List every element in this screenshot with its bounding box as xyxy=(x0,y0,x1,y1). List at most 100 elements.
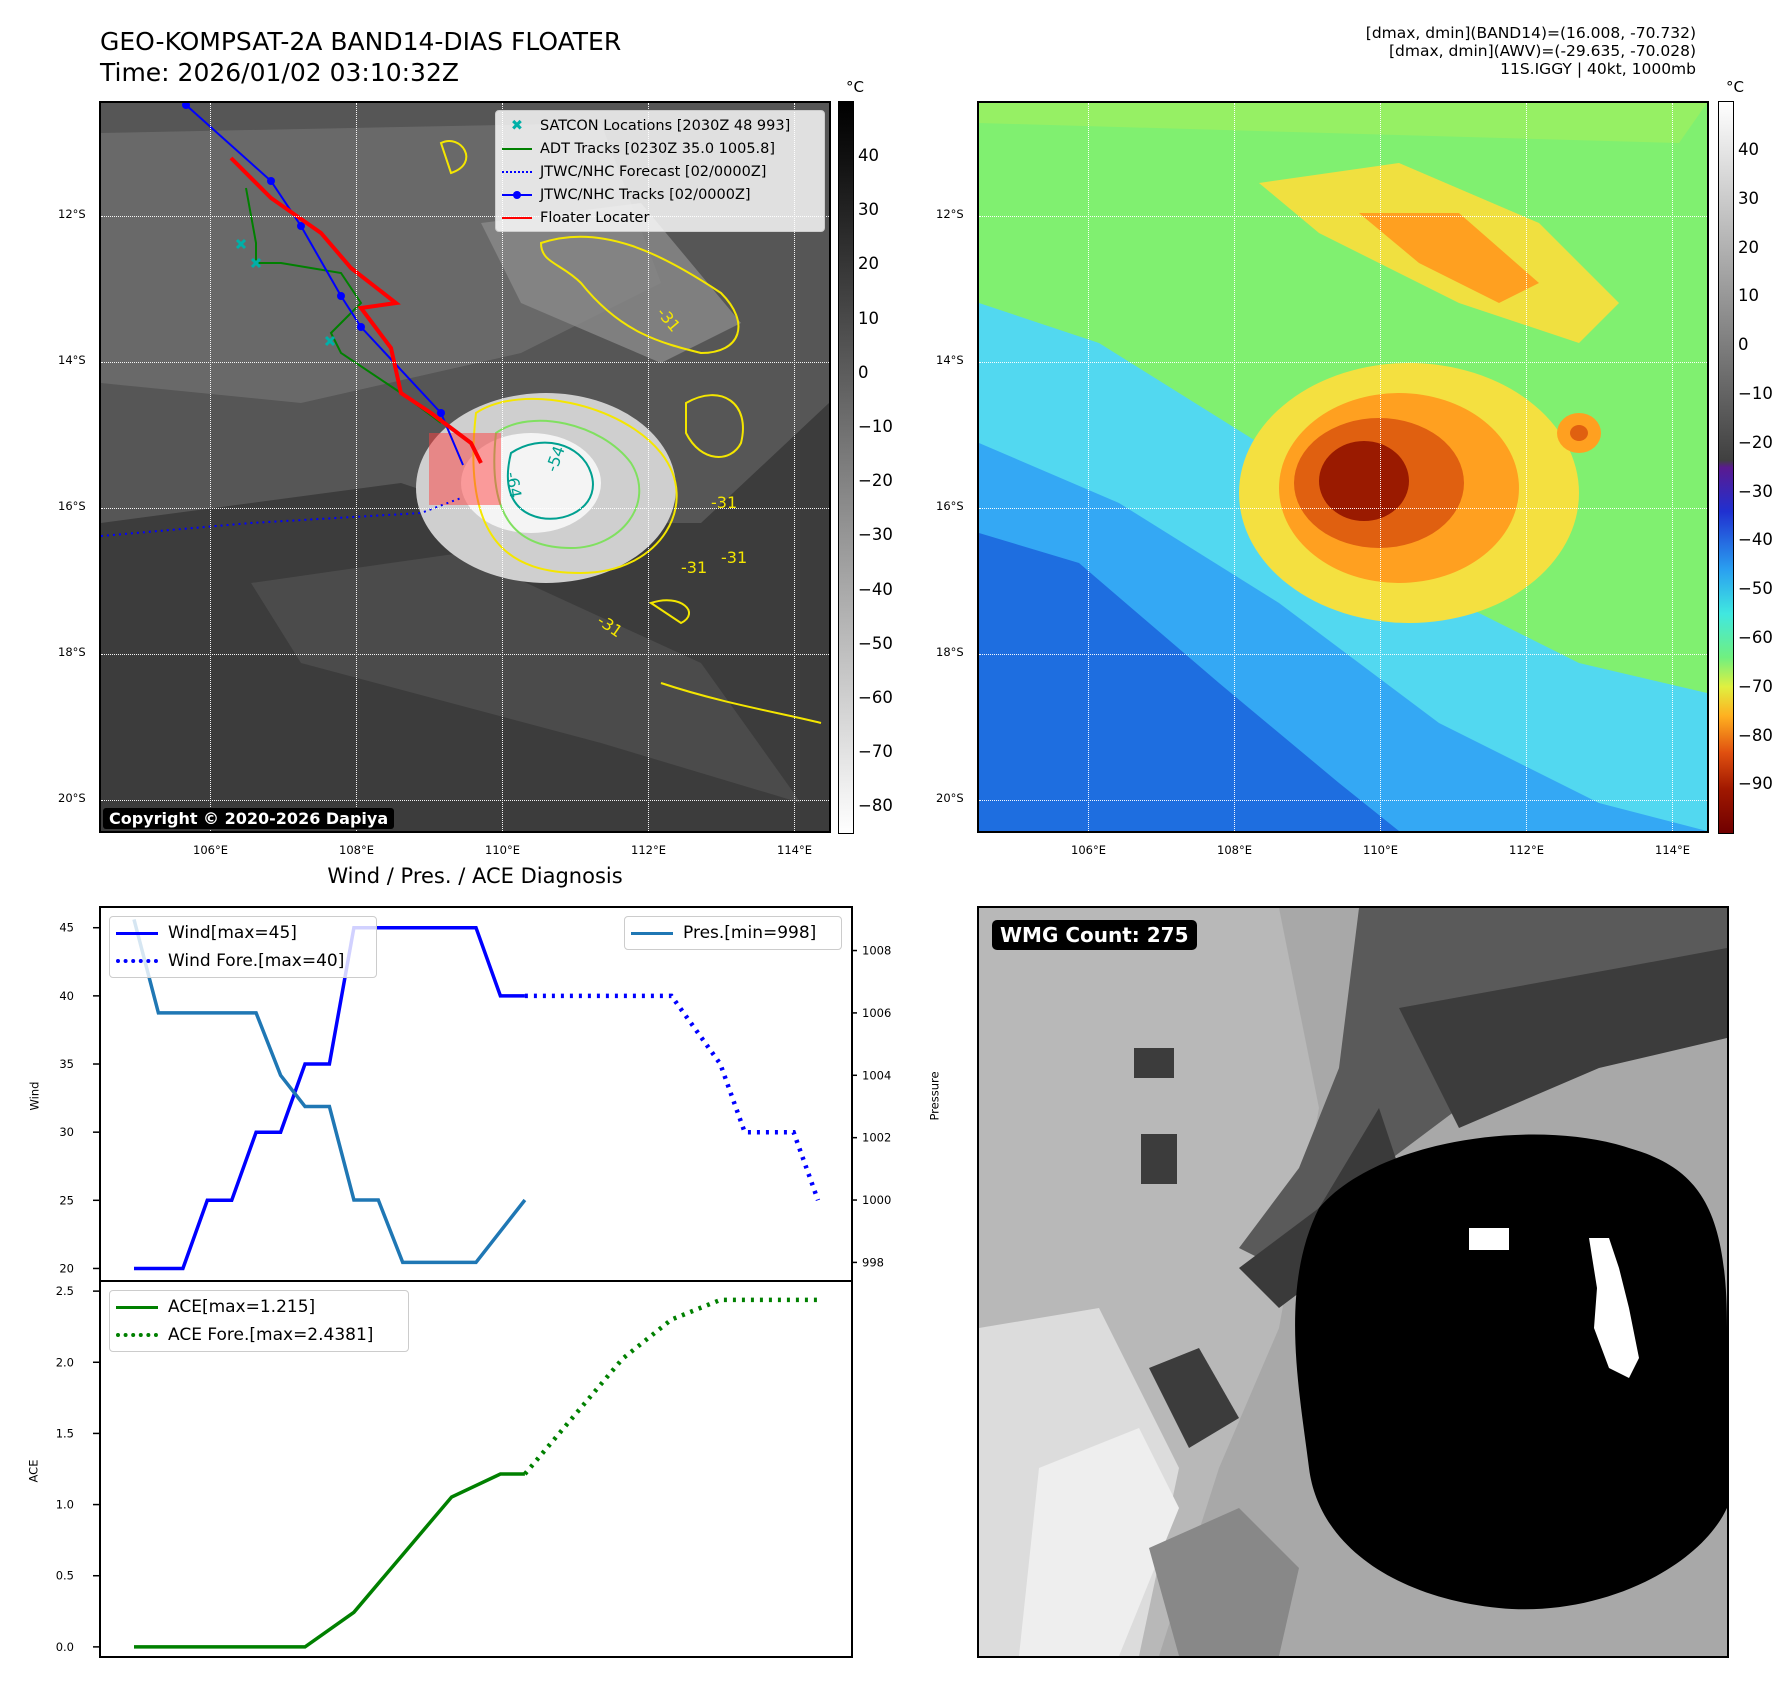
info-line-1: [dmax, dmin](BAND14)=(16.008, -70.732) xyxy=(1365,24,1696,42)
legend-satcon-marker: ✖ xyxy=(510,117,524,134)
ir-grid-lon-114 xyxy=(794,103,795,831)
ir-grid-lon-112 xyxy=(648,103,649,831)
legend-forecast: JTWC/NHC Forecast [02/0000Z] xyxy=(502,160,818,183)
legend-jtwc: JTWC/NHC Tracks [02/0000Z] xyxy=(502,183,818,206)
ace-axis-tick-label-0: 2.5 xyxy=(56,1284,74,1298)
ir-grid-lat-12 xyxy=(101,216,829,217)
wind-axis-tick-label-5: 20 xyxy=(59,1261,74,1275)
wmg-mid-region xyxy=(1149,1508,1299,1656)
contour-minus31-north xyxy=(539,235,740,355)
ir-lat-label-16: 16°S xyxy=(58,499,86,513)
legend-jtwc-label: JTWC/NHC Tracks [02/0000Z] xyxy=(540,186,751,203)
legend-adt-label: ADT Tracks [0230Z 35.0 1005.8] xyxy=(540,140,776,157)
legend-wind-fore-label: Wind Fore.[max=40] xyxy=(168,951,345,971)
ace-forecast-series-line xyxy=(523,1297,818,1476)
legend-floater-line xyxy=(502,216,532,219)
ace-axis-tick-label-5: 0.0 xyxy=(56,1640,74,1654)
pressure-axis-tick-label-4: 1000 xyxy=(862,1193,891,1207)
ir-colorbar-tick-0: 40 xyxy=(858,146,879,165)
awv-colorbar-tick-6: −20 xyxy=(1738,432,1773,452)
legend-floater: Floater Locater xyxy=(502,206,818,229)
ir-colorbar-tick-11: −70 xyxy=(858,742,893,762)
awv-colorbar xyxy=(1718,101,1734,834)
awv-lat-label-12: 12°S xyxy=(936,207,964,221)
wmg-dark-spot-3 xyxy=(1134,1048,1174,1078)
ace-series-line xyxy=(134,1472,525,1649)
legend-wind-fore: Wind Fore.[max=40] xyxy=(116,947,370,975)
figure-title: GEO-KOMPSAT-2A BAND14-DIAS FLOATER Time:… xyxy=(100,26,621,88)
legend-satcon-label: SATCON Locations [2030Z 48 993] xyxy=(540,117,791,134)
ir-colorbar xyxy=(838,101,854,834)
wind-forecast-series-line xyxy=(524,993,821,1202)
info-line-2: [dmax, dmin](AWV)=(-29.635, -70.028) xyxy=(1389,42,1696,60)
wind-axis-tick-label-3: 30 xyxy=(59,1125,74,1139)
ace-axis-tick-label-4: 0.5 xyxy=(56,1569,74,1583)
ir-colorbar-tick-1: 30 xyxy=(858,200,879,220)
awv-colorbar-tick-9: −50 xyxy=(1738,579,1773,599)
ir-colorbar-tick-3: 10 xyxy=(858,308,879,328)
awv-east-cell-core xyxy=(1570,425,1588,441)
storm-info: [dmax, dmin](BAND14)=(16.008, -70.732) [… xyxy=(1366,24,1696,78)
ace-axes xyxy=(99,1280,853,1658)
awv-colorbar-tick-7: −30 xyxy=(1738,481,1773,501)
wind-axis-tick-label-4: 25 xyxy=(59,1193,74,1207)
awv-storm-core xyxy=(1319,441,1409,521)
legend-ace: ACE[max=1.215] xyxy=(116,1293,402,1321)
legend-jtwc-line xyxy=(502,190,532,199)
ir-grid-lat-14 xyxy=(101,362,829,363)
awv-very-dry-zone xyxy=(979,533,1399,831)
contour-minus31-northwest xyxy=(439,140,468,175)
awv-grid-lat-14 xyxy=(979,362,1707,363)
awv-colorbar-tick-11: −70 xyxy=(1738,676,1773,696)
pres-legend: Pres.[min=998] xyxy=(624,916,842,950)
awv-lon-label-114: 114°E xyxy=(1655,843,1690,857)
awv-colorbar-tick-1: 30 xyxy=(1738,188,1759,208)
awv-lat-label-20: 20°S xyxy=(936,791,964,805)
awv-grid-lat-18 xyxy=(979,654,1707,655)
wmg-white-spot-1 xyxy=(1469,1228,1509,1250)
ir-colorbar-tick-12: −80 xyxy=(858,796,893,816)
contour-minus31-core xyxy=(472,397,678,575)
ir-colorbar-tick-7: −30 xyxy=(858,525,893,545)
awv-image-panel xyxy=(977,101,1709,833)
ir-grid-lat-20 xyxy=(101,800,829,801)
ir-lon-label-114: 114°E xyxy=(777,843,812,857)
contour-minus54-core xyxy=(493,419,641,550)
awv-colorbar-tick-8: −40 xyxy=(1738,530,1773,550)
wmg-white-spot-2 xyxy=(1589,1238,1639,1378)
legend-adt-line xyxy=(502,147,532,150)
wind-axis-tick-label-1: 40 xyxy=(59,989,74,1003)
pressure-axis-tick-label-5: 998 xyxy=(862,1255,884,1269)
ir-colorbar-unit: °C xyxy=(846,78,864,96)
jtwc-track-markers xyxy=(182,103,445,417)
contour-label-4: -31 xyxy=(681,558,707,577)
awv-grid-lon-108 xyxy=(1234,103,1235,831)
pressure-axis-tick-label-0: 1008 xyxy=(862,944,891,958)
ir-colorbar-tick-5: −10 xyxy=(858,417,893,436)
pressure-axis-tick-label-3: 1002 xyxy=(862,1131,891,1145)
wmg-dark-spot-1 xyxy=(1149,1348,1239,1448)
wmg-image-svg xyxy=(979,908,1727,1656)
satcon-markers xyxy=(235,238,336,347)
copyright-badge: Copyright © 2020-2026 Dapiya xyxy=(103,808,395,829)
awv-colorbar-tick-10: −60 xyxy=(1738,628,1773,647)
contour-minus31-east xyxy=(685,394,744,458)
wmg-panel: WMG Count: 275 xyxy=(977,906,1729,1658)
legend-adt: ADT Tracks [0230Z 35.0 1005.8] xyxy=(502,137,818,160)
ir-colorbar-tick-10: −60 xyxy=(858,688,893,707)
awv-grid-lon-110 xyxy=(1380,103,1381,831)
wmg-cold-core xyxy=(1295,1134,1727,1610)
legend-ace-fore: ACE Fore.[max=2.4381] xyxy=(116,1321,402,1349)
ir-lat-label-14: 14°S xyxy=(58,353,86,367)
ir-image-svg: -31 -31 -31 -31 -31 -54 -64 xyxy=(101,103,829,831)
info-line-3: 11S.IGGY | 40kt, 1000mb xyxy=(1500,60,1696,78)
floater-box xyxy=(429,433,501,505)
awv-colorbar-tick-12: −80 xyxy=(1738,725,1773,745)
legend-wind-label: Wind[max=45] xyxy=(168,923,297,943)
awv-colorbar-unit: °C xyxy=(1726,78,1744,96)
awv-grid-lat-12 xyxy=(979,216,1707,217)
awv-lon-label-106: 106°E xyxy=(1071,843,1106,857)
ir-colorbar-tick-9: −50 xyxy=(858,633,893,653)
ir-lon-label-110: 110°E xyxy=(485,843,520,857)
